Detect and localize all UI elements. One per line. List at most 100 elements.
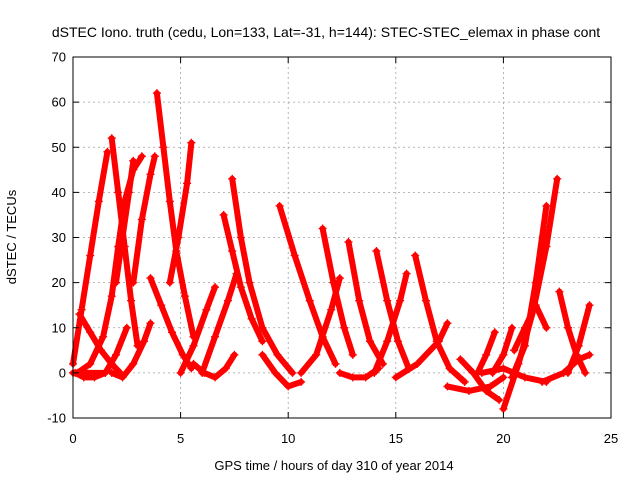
data-point xyxy=(460,377,469,386)
data-point xyxy=(180,292,189,301)
data-point xyxy=(112,350,121,359)
data-point xyxy=(413,359,422,368)
series-pass-29 xyxy=(456,355,504,404)
data-point xyxy=(331,359,340,368)
x-tick-label: 25 xyxy=(604,431,618,446)
series-pass-37 xyxy=(563,301,594,377)
data-point xyxy=(464,386,473,395)
data-point xyxy=(122,323,131,332)
series-line xyxy=(229,175,296,376)
data-point xyxy=(297,368,306,377)
data-point xyxy=(290,251,299,260)
data-point xyxy=(499,364,508,373)
series-line xyxy=(319,225,356,358)
data-point xyxy=(443,319,452,328)
data-point xyxy=(335,368,344,377)
series-pass-20 xyxy=(318,224,357,359)
series-pass-13 xyxy=(176,283,220,377)
data-point xyxy=(499,373,508,382)
data-point xyxy=(127,296,136,305)
x-tick-label: 15 xyxy=(389,431,403,446)
data-point xyxy=(228,247,237,256)
series-line xyxy=(130,153,158,286)
series-pass-21 xyxy=(297,274,344,377)
y-tick-label: 60 xyxy=(52,95,66,110)
data-point xyxy=(75,310,84,319)
data-point xyxy=(305,296,314,305)
data-point xyxy=(340,323,349,332)
data-point xyxy=(129,278,138,287)
data-point xyxy=(393,337,402,346)
series-pass-16 xyxy=(228,174,297,377)
series-line xyxy=(412,252,468,385)
data-point xyxy=(133,341,142,350)
data-point xyxy=(520,373,529,382)
series-pass-25 xyxy=(370,269,411,377)
y-tick-label: 30 xyxy=(52,230,66,245)
data-point xyxy=(187,138,196,147)
data-point xyxy=(118,233,127,242)
data-point xyxy=(499,404,508,413)
series-line xyxy=(153,90,197,340)
y-axis-label: dSTEC / TECUs xyxy=(4,189,19,284)
data-point xyxy=(520,323,529,332)
data-point xyxy=(211,373,220,382)
data-point xyxy=(183,179,192,188)
y-tick-label: 70 xyxy=(52,50,66,65)
series-line xyxy=(276,202,339,367)
y-tick-label: -10 xyxy=(47,411,66,426)
series-line xyxy=(509,202,550,381)
data-point xyxy=(563,368,572,377)
x-tick-label: 0 xyxy=(69,431,76,446)
data-point xyxy=(247,314,256,323)
data-point xyxy=(107,368,116,377)
data-point xyxy=(258,323,267,332)
data-point xyxy=(219,210,228,219)
data-point xyxy=(223,296,232,305)
y-tick-label: 0 xyxy=(59,365,66,380)
data-point xyxy=(114,188,123,197)
data-point xyxy=(318,224,327,233)
data-point xyxy=(585,301,594,310)
data-point xyxy=(542,323,551,332)
series-pass-34 xyxy=(510,301,551,355)
series-line xyxy=(556,288,589,376)
data-point xyxy=(178,350,187,359)
data-point xyxy=(232,269,241,278)
data-point xyxy=(174,233,183,242)
data-point xyxy=(146,319,155,328)
data-point xyxy=(355,296,364,305)
data-point xyxy=(542,242,551,251)
data-point xyxy=(99,332,108,341)
data-point xyxy=(434,337,443,346)
data-point xyxy=(211,283,220,292)
x-tick-label: 20 xyxy=(496,431,510,446)
data-point xyxy=(137,215,146,224)
data-point xyxy=(396,296,405,305)
y-tick-label: 50 xyxy=(52,140,66,155)
series-line xyxy=(166,139,195,286)
series-line xyxy=(392,320,451,381)
data-point xyxy=(165,278,174,287)
data-point xyxy=(574,341,583,350)
data-point xyxy=(129,156,138,165)
data-point xyxy=(103,147,112,156)
data-point xyxy=(140,337,149,346)
series-pass-17 xyxy=(198,269,241,377)
data-point xyxy=(531,301,540,310)
data-point xyxy=(495,395,504,404)
data-point xyxy=(189,341,198,350)
data-point xyxy=(146,274,155,283)
x-axis-label: GPS time / hours of day 310 of year 2014 xyxy=(214,458,453,473)
data-point xyxy=(335,274,344,283)
data-series xyxy=(69,89,594,413)
series-pass-27 xyxy=(391,319,452,382)
data-point xyxy=(456,355,465,364)
series-pass-15 xyxy=(219,210,267,346)
data-point xyxy=(370,368,379,377)
data-point xyxy=(383,296,392,305)
series-pass-38 xyxy=(477,364,551,386)
data-point xyxy=(383,337,392,346)
data-point xyxy=(510,346,519,355)
